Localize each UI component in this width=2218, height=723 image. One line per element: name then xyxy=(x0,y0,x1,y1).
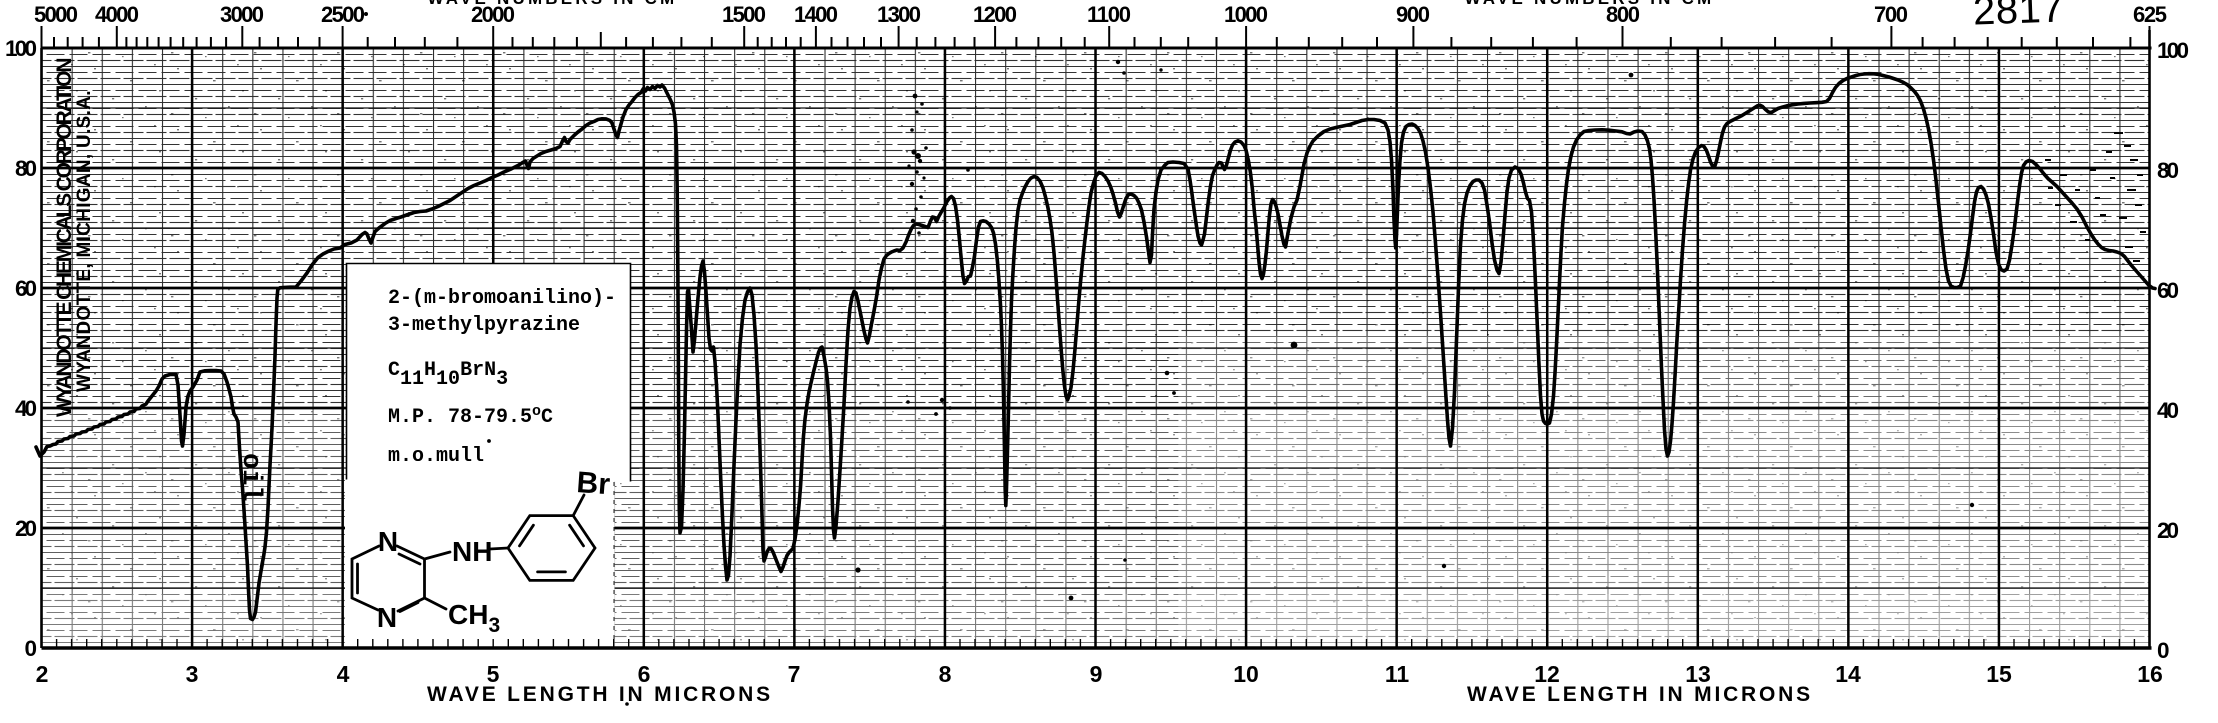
svg-text:60: 60 xyxy=(15,276,37,301)
svg-text:14: 14 xyxy=(1835,661,1861,687)
svg-text:7: 7 xyxy=(788,661,801,687)
svg-text:4000: 4000 xyxy=(95,2,139,27)
svg-text:8: 8 xyxy=(939,661,952,687)
svg-text:60: 60 xyxy=(2157,278,2179,303)
svg-text:625: 625 xyxy=(2133,2,2167,27)
svg-text:3-methylpyrazine: 3-methylpyrazine xyxy=(388,314,580,337)
svg-text:80: 80 xyxy=(2157,158,2179,183)
svg-text:0: 0 xyxy=(2157,638,2170,663)
svg-text:700: 700 xyxy=(1874,2,1908,27)
svg-text:4: 4 xyxy=(337,661,350,687)
svg-text:15: 15 xyxy=(1986,661,2012,687)
svg-text:WYANDOTTE CHEMICALS CORPORATIO: WYANDOTTE CHEMICALS CORPORATION xyxy=(53,57,76,417)
svg-text:80: 80 xyxy=(15,156,37,181)
svg-text:13: 13 xyxy=(1685,661,1711,687)
svg-text:0: 0 xyxy=(24,636,37,661)
svg-text:900: 900 xyxy=(1396,2,1430,27)
svg-text:2817: 2817 xyxy=(1972,0,2064,34)
svg-text:WAVE LENGTH IN MICRONS: WAVE LENGTH IN MICRONS xyxy=(427,683,773,706)
svg-text:20: 20 xyxy=(15,516,37,541)
svg-text:40: 40 xyxy=(15,396,37,421)
svg-text:Br: Br xyxy=(576,466,612,501)
svg-text:2-(m-bromoanilino)-: 2-(m-bromoanilino)- xyxy=(388,287,616,310)
svg-text:16: 16 xyxy=(2137,661,2163,687)
svg-text:1200: 1200 xyxy=(973,2,1017,27)
svg-text:m.o.mull: m.o.mull xyxy=(388,445,484,468)
svg-text:40: 40 xyxy=(2157,398,2179,423)
svg-text:5000: 5000 xyxy=(34,2,78,27)
svg-text:2500: 2500 xyxy=(321,2,365,27)
svg-text:100: 100 xyxy=(5,36,37,61)
svg-text:5: 5 xyxy=(487,661,500,687)
svg-text:1000: 1000 xyxy=(1224,2,1268,27)
svg-text:1100: 1100 xyxy=(1087,2,1131,27)
svg-text:6: 6 xyxy=(638,661,651,687)
svg-text:12: 12 xyxy=(1534,661,1560,687)
svg-text:1400: 1400 xyxy=(794,2,838,27)
svg-text:NH: NH xyxy=(452,536,492,567)
svg-text:3: 3 xyxy=(186,661,199,687)
svg-text:9: 9 xyxy=(1090,661,1103,687)
svg-text:2: 2 xyxy=(36,661,49,687)
svg-text:N: N xyxy=(378,526,398,557)
svg-text:2000: 2000 xyxy=(471,2,515,27)
svg-text:10: 10 xyxy=(1233,661,1259,687)
svg-text:WYANDOTTE, MICHIGAN, U.S.A.: WYANDOTTE, MICHIGAN, U.S.A. xyxy=(74,90,95,392)
svg-text:20: 20 xyxy=(2157,518,2179,543)
svg-text:M.P. 78-79.5oC: M.P. 78-79.5oC xyxy=(388,403,553,429)
svg-text:1500: 1500 xyxy=(722,2,766,27)
svg-text:100: 100 xyxy=(2157,38,2189,63)
svg-text:800: 800 xyxy=(1606,2,1640,27)
svg-text:3000: 3000 xyxy=(220,2,264,27)
svg-text:WAVE NUMBERS IN CM-1: WAVE NUMBERS IN CM-1 xyxy=(427,0,694,8)
svg-text:WAVE LENGTH IN MICRONS: WAVE LENGTH IN MICRONS xyxy=(1467,683,1813,706)
svg-text:WAVE NUMBERS IN CM-1: WAVE NUMBERS IN CM-1 xyxy=(1464,0,1731,8)
svg-text:N: N xyxy=(377,602,397,633)
svg-text:11: 11 xyxy=(1385,661,1410,687)
svg-text:1300: 1300 xyxy=(877,2,921,27)
